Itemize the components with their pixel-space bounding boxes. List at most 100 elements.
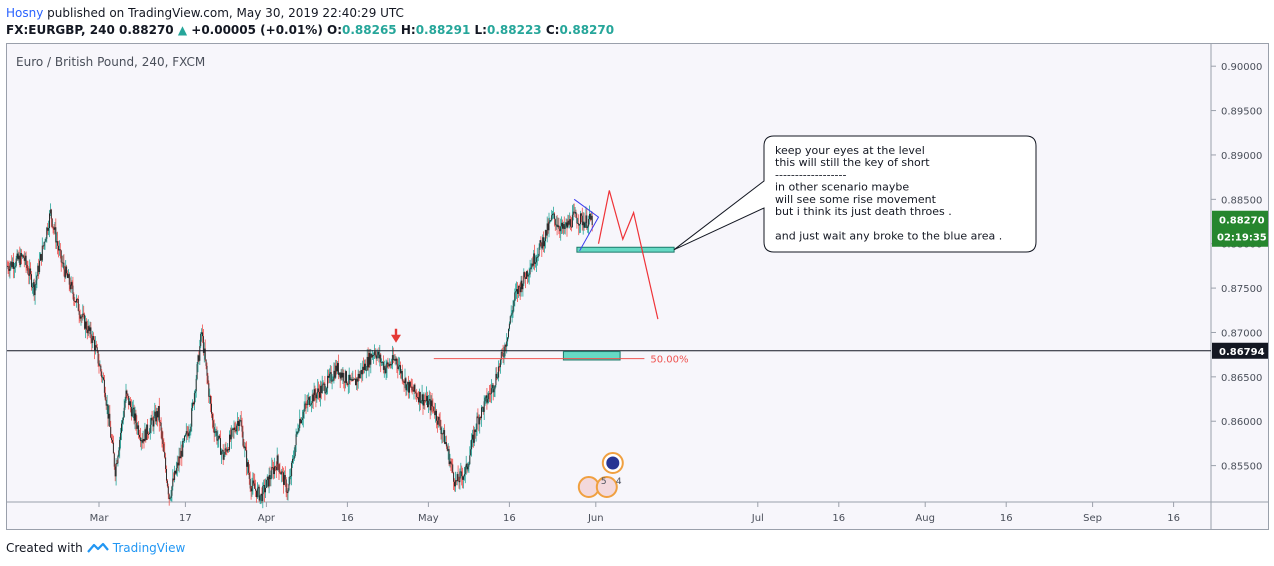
candle-body [14, 265, 16, 268]
candle-body [316, 393, 318, 399]
candle-body [369, 352, 371, 365]
candle-body [59, 249, 61, 251]
candle-body [295, 434, 297, 446]
candle-body [195, 378, 197, 392]
candle-body [288, 484, 290, 491]
candle-body [287, 490, 289, 494]
candle-body [368, 352, 370, 368]
candle-body [551, 215, 553, 221]
candle-body [509, 316, 511, 324]
candle-body [44, 241, 46, 243]
candle-body [117, 456, 119, 464]
candle-body [514, 292, 516, 301]
candle-body [298, 428, 300, 432]
candle-body [176, 462, 178, 469]
y-tick-label: 0.85500 [1221, 462, 1262, 473]
candle-body [501, 352, 503, 354]
candle-body [528, 274, 530, 276]
candle-body [208, 383, 210, 397]
candle-body [321, 384, 323, 394]
candle-body [483, 401, 485, 412]
candle-body [221, 450, 223, 452]
tradingview-link[interactable]: TradingView [112, 541, 186, 555]
candle-body [558, 225, 560, 229]
candle-body [520, 280, 522, 293]
candle-body [265, 487, 266, 493]
candle-body [247, 462, 249, 473]
candle-body [64, 269, 66, 278]
candle-body [467, 466, 469, 470]
candle-body [162, 439, 164, 444]
x-tick-label: Sep [1083, 513, 1102, 524]
candle-body [478, 417, 480, 425]
candle-body [301, 420, 302, 424]
candle-body [146, 424, 148, 440]
author-link[interactable]: Hosny [6, 6, 44, 20]
candle-body [539, 240, 541, 248]
last-price-label: 0.88270 [1219, 216, 1265, 227]
candle-body [439, 419, 441, 428]
candle-body [397, 364, 399, 369]
candle-body [35, 280, 37, 285]
candle-body [227, 449, 229, 452]
candle-body [241, 425, 243, 432]
candle-body [220, 438, 221, 455]
callout-line: this will still the key of short [775, 156, 930, 169]
candle-body [105, 399, 107, 406]
candle-body [542, 237, 544, 249]
candle-body [275, 467, 277, 471]
candle-body [254, 483, 256, 489]
candle-body [323, 383, 325, 385]
candle-body [167, 486, 169, 495]
candle-body [237, 421, 239, 426]
price-axis[interactable]: 0.855000.860000.865000.870000.875000.880… [1211, 62, 1262, 473]
candle-body [153, 416, 155, 427]
chart-panel[interactable]: Euro / British Pound, 240, FXCM 0.85500 0… [6, 43, 1269, 530]
candle-body [284, 475, 286, 480]
candle-body [100, 365, 102, 372]
candle-body [112, 440, 113, 443]
candle-body [48, 228, 50, 231]
candle-body [141, 440, 143, 443]
x-tick-label: Mar [90, 513, 110, 524]
candle-body [220, 451, 222, 455]
candle-body [392, 355, 394, 361]
candle-body [171, 486, 173, 496]
candle-body [444, 430, 446, 444]
candle-body [445, 442, 446, 444]
candle-body [156, 411, 158, 422]
candle-body [338, 372, 340, 375]
candle-body [448, 449, 450, 465]
candle-body [145, 429, 147, 440]
candle-body [381, 362, 383, 363]
price-chart[interactable]: Euro / British Pound, 240, FXCM 0.85500 0… [6, 44, 1268, 529]
candle-body [346, 371, 347, 384]
close-label: C: [545, 23, 560, 37]
candle-body [281, 471, 283, 475]
candle-body [93, 336, 95, 340]
candle-body [307, 399, 309, 406]
level-price-label: 0.86794 [1219, 347, 1265, 358]
candle-body [262, 485, 264, 502]
candle-body [335, 365, 337, 378]
candle-body [90, 327, 92, 339]
candle-body [78, 311, 80, 315]
candle-body [433, 406, 435, 412]
candle-body [337, 363, 339, 375]
candle-body [524, 272, 526, 278]
candle-body [353, 379, 355, 380]
time-axis[interactable]: Mar 17 Apr 16 May 16 Jun Jul 16 Aug 16 Sep 16 [90, 502, 1180, 524]
candle-body [57, 241, 59, 246]
candle-body [472, 434, 474, 443]
y-tick-label: 0.88500 [1221, 195, 1262, 206]
candle-body [19, 255, 21, 265]
candle-body [155, 411, 157, 422]
candle-body [212, 420, 214, 428]
candle-body [267, 476, 269, 487]
candle-body [329, 372, 331, 374]
candle-body [7, 266, 9, 270]
callout-line: will see some rise movement [775, 193, 937, 206]
countdown-label: 02:19:35 [1217, 233, 1267, 244]
candle-body [253, 480, 255, 484]
candle-body [490, 393, 491, 395]
